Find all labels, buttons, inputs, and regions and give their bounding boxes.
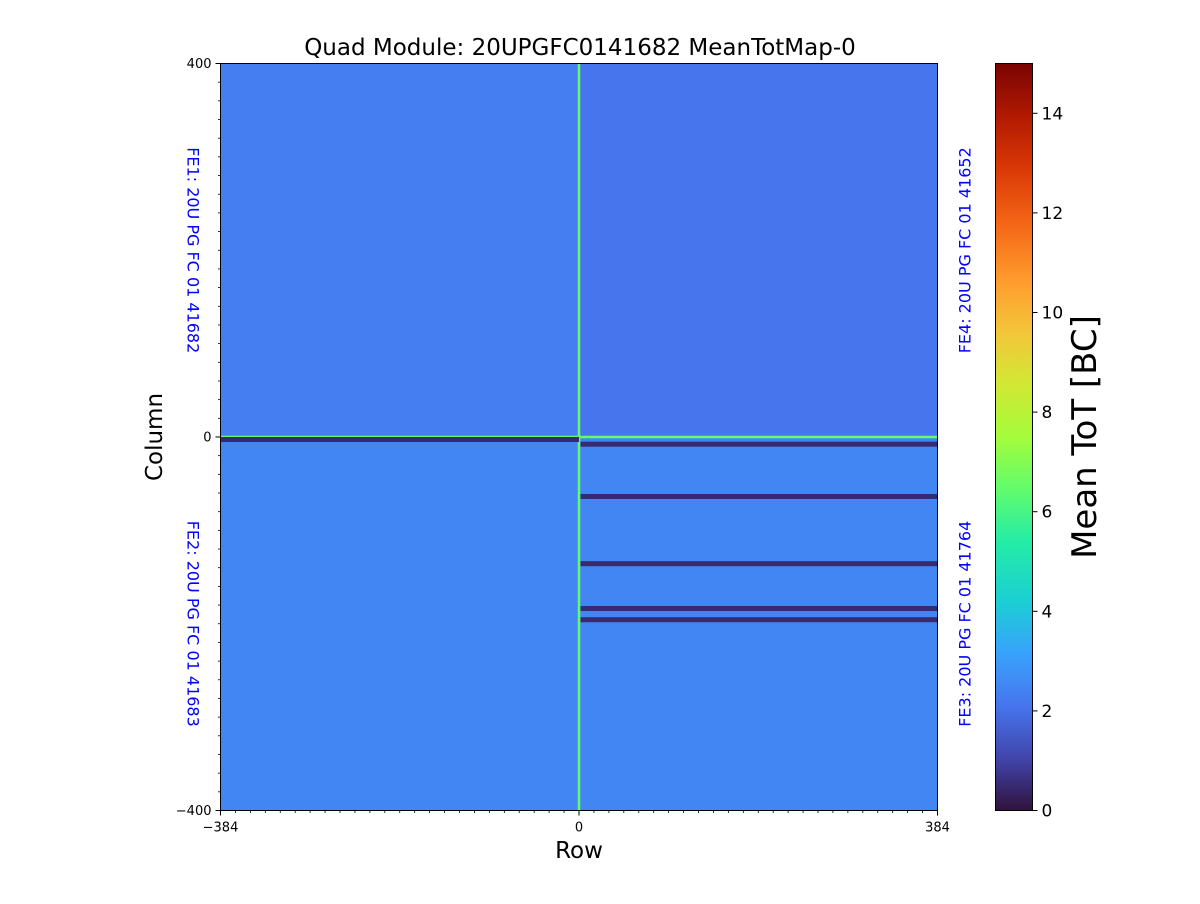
chip-labels: FE1: 20U PG FC 01 41682 FE2: 20U PG FC 01… xyxy=(184,147,975,727)
chip-label-fe1: FE1: 20U PG FC 01 41682 xyxy=(184,147,203,353)
colorbar-ticks: 0 2 4 6 8 10 12 14 xyxy=(1032,104,1064,822)
dead-band-1 xyxy=(220,437,579,442)
y-tick-label-2: −400 xyxy=(176,804,212,819)
chip-label-fe3: FE3: 20U PG FC 01 41764 xyxy=(956,521,975,727)
dead-band-4 xyxy=(580,561,938,567)
colorbar-tick-label-0: 0 xyxy=(1042,802,1053,822)
dead-band-3 xyxy=(580,493,938,499)
dead-band-5 xyxy=(580,606,938,612)
chip-region-1 xyxy=(220,63,579,437)
y-ticks: 400 0 −400 xyxy=(176,57,221,819)
dead-band-6 xyxy=(580,617,938,623)
colorbar-tick-label-4: 8 xyxy=(1042,403,1053,423)
dead-bands xyxy=(220,437,938,623)
colorbar-tick-label-5: 10 xyxy=(1042,304,1064,324)
chart-title: Quad Module: 20UPGFC0141682 MeanTotMap-0 xyxy=(304,35,856,61)
chip-label-fe4: FE4: 20U PG FC 01 41652 xyxy=(956,147,975,353)
x-tick-label-2: 384 xyxy=(925,821,950,836)
colorbar-tick-label-7: 14 xyxy=(1042,104,1064,124)
y-axis-label: Column xyxy=(142,393,168,481)
x-axis-label: Row xyxy=(555,838,603,864)
chip-region-2 xyxy=(220,437,579,811)
chip-regions xyxy=(220,63,938,811)
colorbar-tick-label-2: 4 xyxy=(1042,602,1053,622)
chip-region-4 xyxy=(579,63,938,437)
x-ticks: −384 0 384 xyxy=(203,810,950,836)
colorbar-tick-label-6: 12 xyxy=(1042,204,1064,224)
colorbar xyxy=(995,63,1033,811)
colorbar-tick-label-1: 2 xyxy=(1042,702,1053,722)
colorbar-label: Mean ToT [BC] xyxy=(1065,315,1105,559)
x-tick-label-1: 0 xyxy=(575,821,583,836)
colorbar-tick-label-3: 6 xyxy=(1042,503,1053,523)
dead-band-2 xyxy=(580,441,938,447)
y-tick-label-0: 400 xyxy=(187,57,212,72)
chip-label-fe2: FE2: 20U PG FC 01 41683 xyxy=(184,521,203,727)
x-tick-label-0: −384 xyxy=(203,821,239,836)
chip-region-3 xyxy=(579,437,938,811)
y-tick-label-1: 0 xyxy=(203,431,211,446)
